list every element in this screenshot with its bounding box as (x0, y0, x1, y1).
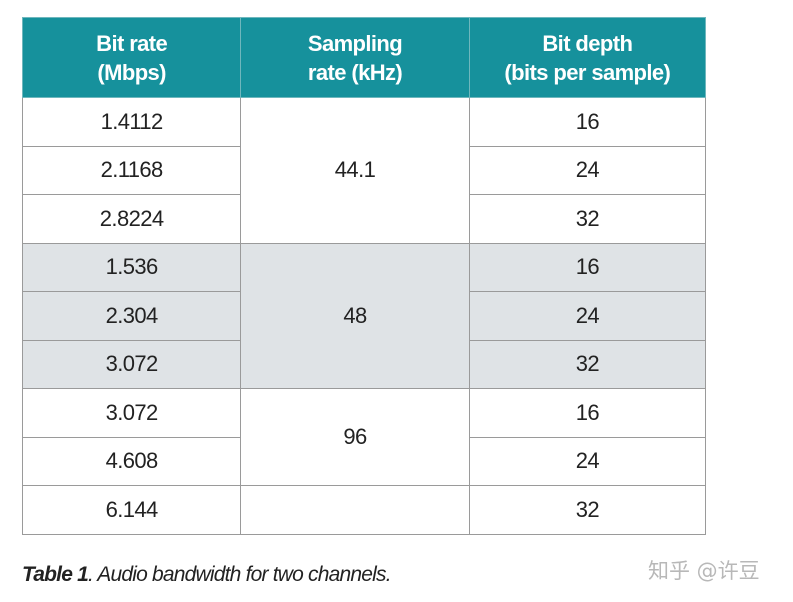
header-line: (bits per sample) (504, 59, 671, 85)
bit-depth-cell: 16 (468, 97, 707, 147)
bit-rate-cell: 6.144 (21, 485, 242, 535)
header-bit-depth: Bit depth (bits per sample) (468, 17, 707, 98)
bit-depth-cell: 16 (468, 388, 707, 438)
sampling-rate-cell: 48 (240, 242, 470, 389)
table-row: 2.1168 24 (21, 145, 707, 195)
table-row: 6.144 32 (21, 485, 707, 535)
bit-depth-cell: 32 (468, 339, 707, 389)
header-sampling-rate: Sampling rate (kHz) (240, 17, 470, 98)
header-line: (Mbps) (97, 59, 166, 85)
bit-depth-cell: 24 (468, 436, 707, 486)
table-caption: Table 1. Audio bandwidth for two channel… (22, 563, 392, 587)
caption-label: Table 1 (22, 563, 89, 586)
header-row: Bit rate (Mbps) Sampling rate (kHz) Bit de… (21, 17, 707, 98)
header-bit-rate: Bit rate (Mbps) (21, 17, 242, 98)
table-row: 1.536 48 16 (21, 242, 707, 389)
bit-depth-cell: 32 (468, 485, 707, 535)
sampling-rate-cell: 96 (240, 388, 470, 486)
bit-rate-cell: 2.1168 (21, 145, 242, 195)
header-line: Sampling (307, 30, 403, 56)
bit-rate-cell: 1.4112 (21, 97, 242, 147)
bit-rate-cell: 3.072 (21, 339, 242, 389)
empty-sampling-rate-cell (240, 485, 470, 535)
caption-text: . Audio bandwidth for two channels. (87, 563, 392, 586)
bit-rate-cell: 1.536 (21, 242, 242, 292)
bit-depth-cell: 24 (468, 145, 707, 195)
bit-rate-cell: 2.8224 (21, 194, 242, 244)
table-row: 4.608 24 (21, 436, 707, 486)
watermark: 知乎 @许豆 (648, 559, 760, 583)
bit-depth-cell: 24 (468, 291, 707, 341)
table-row: 3.072 96 16 (21, 388, 707, 486)
header-line: Bit rate (96, 30, 168, 56)
sampling-rate-cell: 44.1 (240, 97, 470, 244)
bit-rate-cell: 3.072 (21, 388, 242, 438)
bit-rate-cell: 2.304 (21, 291, 242, 341)
header-line: rate (kHz) (307, 59, 403, 85)
table-row: 1.4112 44.1 16 (21, 97, 707, 244)
table-row: 2.8224 32 (21, 194, 707, 244)
bit-depth-cell: 16 (468, 242, 707, 292)
bit-rate-cell: 4.608 (21, 436, 242, 486)
bit-depth-cell: 32 (468, 194, 707, 244)
audio-bandwidth-table: Bit rate (Mbps) Sampling rate (kHz) Bit de… (21, 17, 707, 535)
header-line: Bit depth (542, 30, 633, 56)
